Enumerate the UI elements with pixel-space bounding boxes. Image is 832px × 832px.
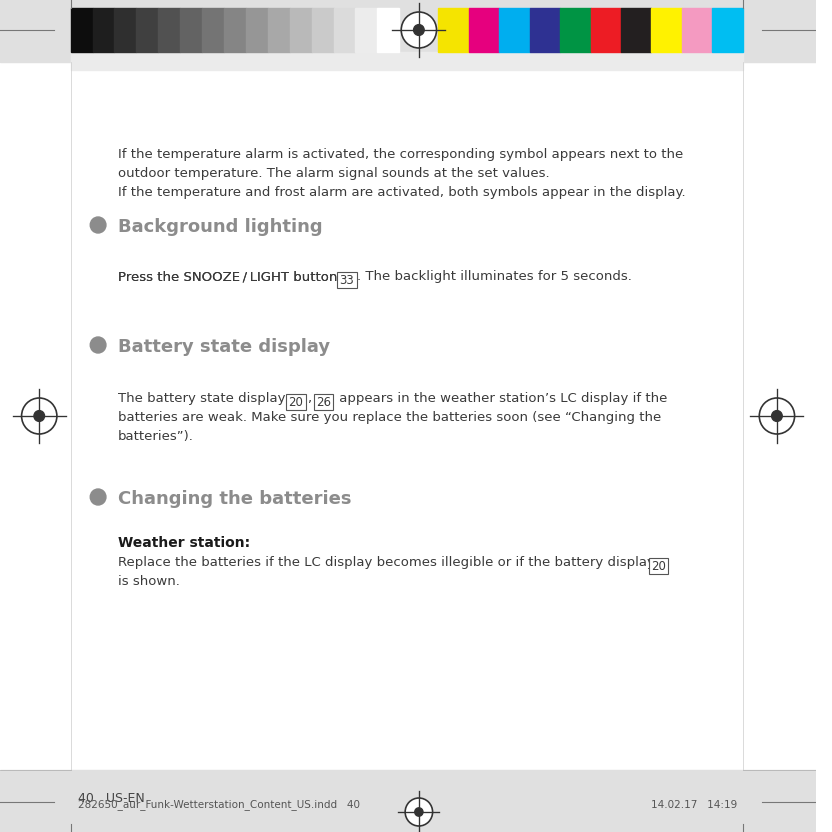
Text: If the temperature and frost alarm are activated, both symbols appear in the dis: If the temperature and frost alarm are a… [117,186,686,199]
Bar [268,8,290,52]
Text: Changing the batteries: Changing the batteries [117,490,351,508]
Circle shape [90,217,106,233]
Bar [651,8,681,52]
Text: ,: , [307,392,311,405]
Bar [202,8,224,52]
Text: Weather station:: Weather station: [117,536,250,550]
Text: Replace the batteries if the LC display becomes illegible or if the battery disp: Replace the batteries if the LC display … [117,556,659,569]
Bar [71,8,92,52]
Bar [71,52,743,70]
Circle shape [414,25,424,36]
Text: 282650_aur_Funk-Wetterstation_Content_US.indd   40: 282650_aur_Funk-Wetterstation_Content_US… [78,799,360,810]
Circle shape [760,398,795,434]
Bar [0,770,816,832]
Bar [334,8,355,52]
FancyBboxPatch shape [314,394,334,410]
Text: 20: 20 [651,561,666,573]
Text: . The backlight illuminates for 5 seconds.: . The backlight illuminates for 5 second… [357,270,631,283]
Bar [530,8,560,52]
Text: Press the SNOOZE / LIGHT button: Press the SNOOZE / LIGHT button [117,270,341,283]
Bar [378,8,399,52]
Bar [115,8,136,52]
Text: Battery state display: Battery state display [117,338,329,356]
Circle shape [401,12,437,48]
Bar [0,0,816,62]
Bar [681,8,712,52]
Circle shape [90,337,106,353]
Text: batteries”).: batteries”). [117,430,194,443]
Text: If the temperature alarm is activated, the corresponding symbol appears next to : If the temperature alarm is activated, t… [117,148,683,161]
Bar [158,8,181,52]
FancyBboxPatch shape [286,394,306,410]
Bar [560,8,591,52]
Bar [136,8,158,52]
Bar [712,8,743,52]
Text: batteries are weak. Make sure you replace the batteries soon (see “Changing the: batteries are weak. Make sure you replac… [117,411,661,424]
Bar [92,8,115,52]
Bar [97,272,105,281]
Bar [355,8,378,52]
Circle shape [34,411,45,421]
Text: is shown.: is shown. [117,575,180,588]
Circle shape [90,489,106,505]
Bar [499,8,530,52]
Text: Background lighting: Background lighting [117,218,322,236]
Bar [469,8,499,52]
Circle shape [22,398,57,434]
Bar [312,8,334,52]
Text: 26: 26 [316,397,331,409]
Bar [181,8,202,52]
Text: 33: 33 [339,275,354,288]
Bar [621,8,651,52]
Text: Press the SNOOZE / LIGHT button: Press the SNOOZE / LIGHT button [117,270,341,283]
Bar [591,8,621,52]
Circle shape [405,798,433,826]
Bar [224,8,246,52]
Circle shape [771,411,782,421]
Bar [246,8,268,52]
Text: 40   US-EN: 40 US-EN [78,792,146,805]
Text: 20: 20 [289,397,304,409]
Text: The battery state display: The battery state display [117,392,290,405]
Text: 14.02.17   14:19: 14.02.17 14:19 [651,800,738,810]
Circle shape [415,808,423,816]
Bar [438,8,469,52]
Text: appears in the weather station’s LC display if the: appears in the weather station’s LC disp… [335,392,667,405]
FancyBboxPatch shape [337,272,357,288]
FancyBboxPatch shape [649,558,668,574]
Text: outdoor temperature. The alarm signal sounds at the set values.: outdoor temperature. The alarm signal so… [117,167,549,180]
Bar [290,8,312,52]
